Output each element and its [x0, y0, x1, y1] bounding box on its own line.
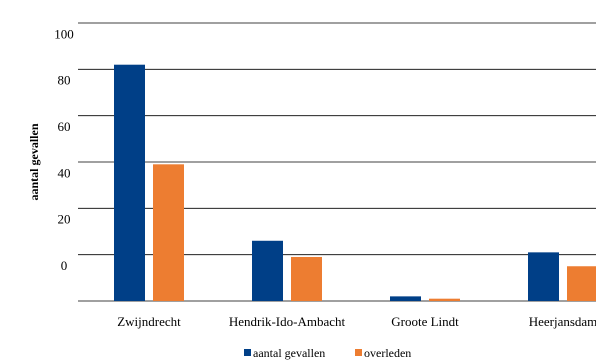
legend-swatch [355, 349, 362, 356]
y-tick-labels: 020406080100120 [54, 26, 74, 273]
y-axis-title-group: aantal gevallen [27, 123, 41, 200]
bar-aantal-gevallen [114, 64, 145, 301]
y-tick-label: 100 [54, 26, 74, 41]
bar-aantal-gevallen [528, 252, 559, 301]
bar-overleden [291, 256, 322, 301]
category-label: Heerjansdam [529, 314, 596, 329]
category-label: Hendrik-Ido-Ambacht [229, 314, 346, 329]
legend-label: overleden [364, 346, 411, 360]
bar-aantal-gevallen [390, 296, 421, 301]
bar-overleden [429, 298, 460, 301]
y-tick-label: 0 [61, 258, 68, 273]
legend: aantal gevallen overleden [244, 346, 411, 360]
y-tick-label: 80 [58, 73, 71, 88]
bar-overleden [153, 164, 184, 301]
y-tick-label: 20 [58, 212, 71, 227]
y-tick-label: 40 [58, 165, 71, 180]
y-axis-title: aantal gevallen [27, 123, 41, 200]
legend-label: aantal gevallen [253, 346, 325, 360]
bar-overleden [567, 266, 596, 301]
bar-aantal-gevallen [252, 240, 283, 301]
category-labels: Zwijndrecht Hendrik-Ido-Ambacht Groote Lin… [117, 314, 596, 329]
legend-swatch [244, 349, 251, 356]
category-label: Groote Lindt [391, 314, 459, 329]
bar-layer [114, 64, 596, 301]
category-label: Zwijndrecht [117, 314, 181, 329]
y-tick-label: 60 [58, 119, 71, 134]
